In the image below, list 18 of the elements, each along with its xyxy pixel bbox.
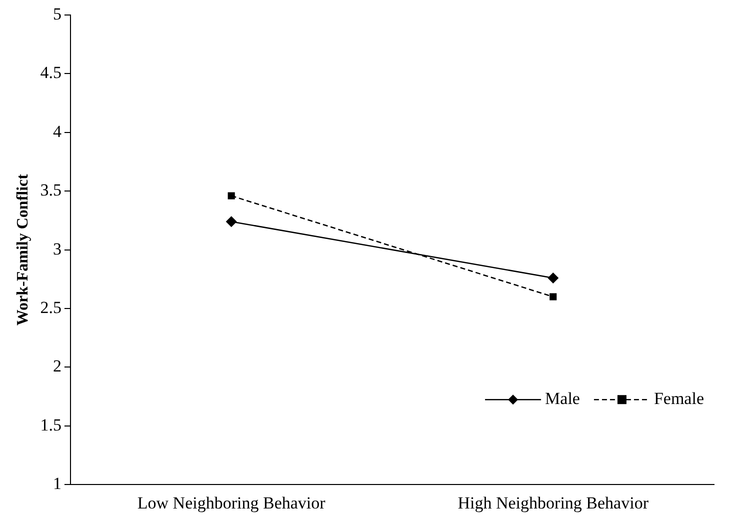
y-tick-label: 5 — [52, 4, 62, 24]
legend-label: Male — [545, 389, 580, 408]
point — [226, 216, 237, 228]
y-tick-label: 3.5 — [40, 180, 62, 200]
point — [548, 272, 559, 284]
y-tick-label: 2 — [52, 356, 62, 376]
y-axis-title: Work-Family Conflict — [14, 173, 32, 326]
x-tick-label: High Neighboring Behavior — [458, 493, 649, 512]
x-tick-label: Low Neighboring Behavior — [137, 493, 326, 512]
point — [228, 192, 235, 200]
y-tick-label: 1 — [52, 474, 62, 494]
y-tick-label: 1.5 — [40, 415, 62, 434]
point — [550, 293, 557, 300]
y-tick-label: 4 — [52, 122, 62, 141]
y-tick-label: 2.5 — [40, 298, 62, 317]
y-tick-label: 4.5 — [40, 63, 62, 82]
legend-label: Female — [654, 389, 704, 408]
y-tick-label: 3 — [52, 239, 62, 258]
